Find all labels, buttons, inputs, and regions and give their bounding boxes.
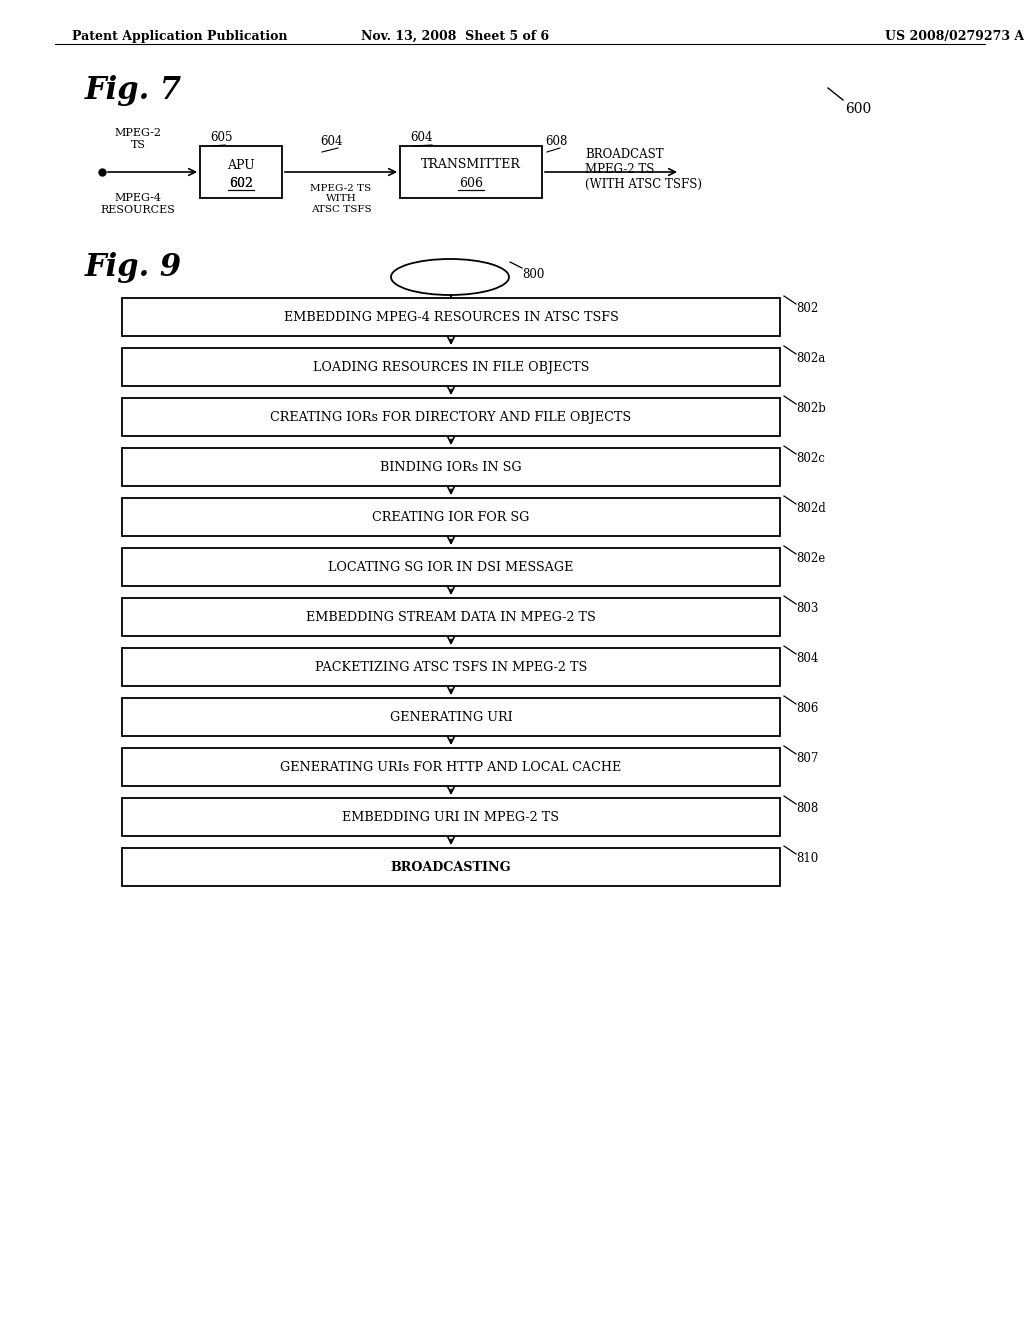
Text: 806: 806 — [796, 702, 818, 715]
Text: 605: 605 — [210, 131, 232, 144]
Bar — [200, 147, 282, 198]
Text: Patent Application Publication: Patent Application Publication — [72, 30, 288, 44]
Bar — [122, 548, 780, 586]
Text: 802: 802 — [796, 302, 818, 315]
Text: GENERATING URI: GENERATING URI — [389, 710, 512, 723]
Bar — [122, 748, 780, 787]
Text: 807: 807 — [796, 752, 818, 766]
Text: LOADING RESOURCES IN FILE OBJECTS: LOADING RESOURCES IN FILE OBJECTS — [312, 360, 589, 374]
Bar — [400, 147, 542, 198]
Text: 602: 602 — [229, 177, 253, 190]
Bar — [122, 447, 780, 487]
Text: 604: 604 — [410, 131, 432, 144]
Text: 602: 602 — [229, 177, 253, 190]
Ellipse shape — [391, 259, 509, 294]
Text: 606: 606 — [459, 177, 483, 190]
Text: Nov. 13, 2008  Sheet 5 of 6: Nov. 13, 2008 Sheet 5 of 6 — [360, 30, 549, 44]
Text: MPEG-2
TS: MPEG-2 TS — [115, 128, 162, 150]
Text: EMBEDDING STREAM DATA IN MPEG-2 TS: EMBEDDING STREAM DATA IN MPEG-2 TS — [306, 611, 596, 624]
Text: 802d: 802d — [796, 502, 825, 515]
Text: 608: 608 — [545, 135, 567, 148]
Text: 802b: 802b — [796, 403, 826, 414]
Text: 802c: 802c — [796, 451, 825, 465]
Text: LOCATING SG IOR IN DSI MESSAGE: LOCATING SG IOR IN DSI MESSAGE — [329, 561, 573, 574]
Bar — [122, 498, 780, 536]
Bar — [122, 648, 780, 686]
Text: TRANSMITTER: TRANSMITTER — [421, 157, 521, 170]
Text: 802a: 802a — [796, 352, 825, 366]
Text: 800: 800 — [522, 268, 545, 281]
Text: 810: 810 — [796, 851, 818, 865]
Bar — [122, 399, 780, 437]
Text: US 2008/0279273 A1: US 2008/0279273 A1 — [885, 30, 1024, 44]
Bar — [122, 348, 780, 387]
Text: PACKETIZING ATSC TSFS IN MPEG-2 TS: PACKETIZING ATSC TSFS IN MPEG-2 TS — [314, 661, 587, 673]
Text: BROADCASTING: BROADCASTING — [391, 861, 511, 874]
Text: Fig. 7: Fig. 7 — [85, 75, 182, 106]
Text: 804: 804 — [796, 652, 818, 665]
Text: 808: 808 — [796, 803, 818, 814]
Text: Fig. 9: Fig. 9 — [85, 252, 182, 282]
Text: 604: 604 — [319, 135, 342, 148]
Text: BROADCAST
MPEG-2 TS
(WITH ATSC TSFS): BROADCAST MPEG-2 TS (WITH ATSC TSFS) — [585, 148, 702, 191]
Text: BINDING IORs IN SG: BINDING IORs IN SG — [380, 461, 522, 474]
Text: EMBEDDING MPEG-4 RESOURCES IN ATSC TSFS: EMBEDDING MPEG-4 RESOURCES IN ATSC TSFS — [284, 310, 618, 323]
Bar — [122, 598, 780, 636]
Bar — [122, 799, 780, 837]
Text: EMBEDDING URI IN MPEG-2 TS: EMBEDDING URI IN MPEG-2 TS — [342, 810, 559, 824]
Text: 600: 600 — [845, 102, 871, 116]
Text: GENERATING URIs FOR HTTP AND LOCAL CACHE: GENERATING URIs FOR HTTP AND LOCAL CACHE — [281, 760, 622, 774]
Text: APU: APU — [227, 160, 255, 172]
Text: MPEG-4
RESOURCES: MPEG-4 RESOURCES — [100, 193, 175, 215]
Bar — [122, 298, 780, 337]
Bar — [122, 847, 780, 887]
Text: MPEG-2 TS
WITH
ATSC TSFS: MPEG-2 TS WITH ATSC TSFS — [310, 183, 372, 214]
Bar — [122, 698, 780, 737]
Text: START: START — [421, 271, 471, 284]
Text: CREATING IOR FOR SG: CREATING IOR FOR SG — [373, 511, 529, 524]
Text: 803: 803 — [796, 602, 818, 615]
Text: CREATING IORs FOR DIRECTORY AND FILE OBJECTS: CREATING IORs FOR DIRECTORY AND FILE OBJ… — [270, 411, 632, 424]
Text: 802e: 802e — [796, 552, 825, 565]
